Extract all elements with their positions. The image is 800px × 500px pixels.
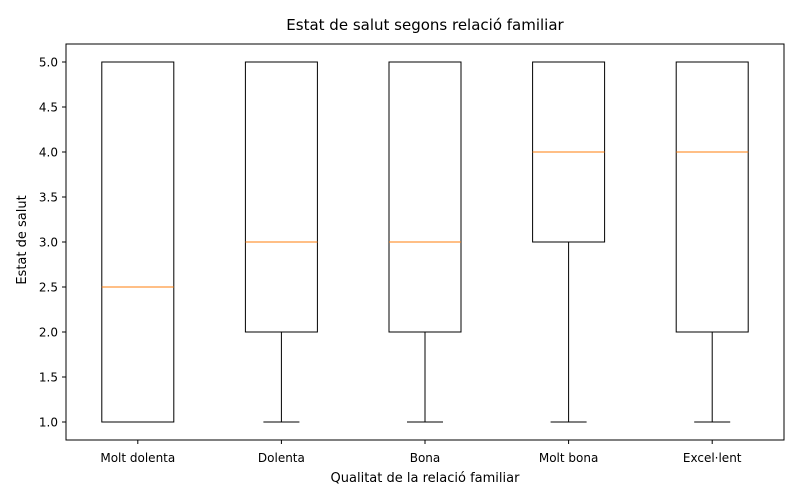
x-tick-label: Molt bona bbox=[539, 451, 598, 465]
y-tick-label: 2.5 bbox=[39, 281, 58, 295]
y-tick-label: 3.0 bbox=[39, 236, 58, 250]
x-tick-label: Molt dolenta bbox=[100, 451, 175, 465]
plot-area: 1.0 1.5 2.0 2.5 3.0 3.5 4.0 4.5 5.0 Molt dolenta D… bbox=[39, 43, 785, 465]
y-tick-label: 4.0 bbox=[39, 146, 58, 160]
y-axis-label: Estat de salut bbox=[15, 195, 30, 284]
box-iqr bbox=[101, 61, 175, 423]
y-tick-label: 5.0 bbox=[39, 56, 58, 70]
box-iqr bbox=[675, 61, 749, 333]
x-tick-label: Excel·lent bbox=[683, 451, 742, 465]
y-tick-label: 4.5 bbox=[39, 101, 58, 115]
x-tick-label: Bona bbox=[410, 451, 441, 465]
chart-title: Estat de salut segons relació familiar bbox=[286, 16, 564, 34]
y-tick-label: 3.5 bbox=[39, 191, 58, 205]
box-iqr bbox=[244, 61, 318, 333]
y-tick-label: 1.0 bbox=[39, 416, 58, 430]
x-axis-label: Qualitat de la relació familiar bbox=[331, 471, 521, 486]
x-tick-label: Dolenta bbox=[258, 451, 305, 465]
y-tick-label: 2.0 bbox=[39, 326, 58, 340]
box-iqr bbox=[388, 61, 462, 333]
y-tick-label: 1.5 bbox=[39, 371, 58, 385]
